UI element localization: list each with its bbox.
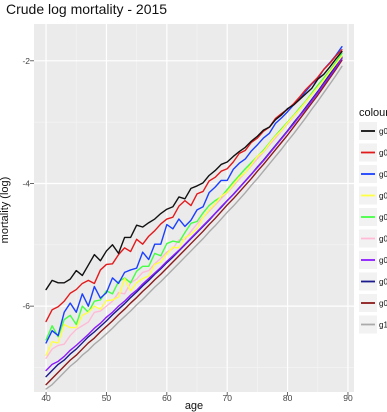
series-line-g04 <box>45 55 343 356</box>
series-line-g01 <box>45 50 343 291</box>
legend-label-g03: g03 <box>379 170 387 179</box>
series-layer <box>45 45 343 390</box>
x-axis-label: age <box>185 400 203 412</box>
x-tick-label: 90 <box>343 393 353 403</box>
legend-title: colour <box>359 107 387 119</box>
y-tick-label: -2 <box>22 56 30 66</box>
x-tick-label: 80 <box>283 393 293 403</box>
y-tick-label: -4 <box>22 178 30 188</box>
series-line-g02 <box>45 49 343 323</box>
series-line-g10 <box>45 65 343 390</box>
legend-label-g10: g10 <box>379 321 387 330</box>
legend: colour g01 g02 g03 g04 g05 g06 g07 g08 g09 g10 <box>359 107 387 334</box>
legend-label-g08: g08 <box>379 278 387 287</box>
x-tick-label: 40 <box>41 393 51 403</box>
x-tick-label: 70 <box>222 393 232 403</box>
chart-title: Crude log mortality - 2015 <box>6 1 167 17</box>
plot-background <box>34 24 354 392</box>
legend-label-g04: g04 <box>379 192 387 201</box>
legend-label-g01: g01 <box>379 127 387 136</box>
grid-layer <box>34 24 354 392</box>
y-tick-label: -6 <box>22 301 30 311</box>
y-axis-label: mortality (log) <box>0 177 11 244</box>
legend-label-g07: g07 <box>379 256 387 265</box>
tick-layer: 40 50 60 70 80 90 -6 -4 -2 <box>22 56 353 403</box>
legend-label-g09: g09 <box>379 299 387 308</box>
series-line-g09 <box>45 59 343 386</box>
legend-label-g05: g05 <box>379 213 387 222</box>
x-tick-label: 50 <box>102 393 112 403</box>
series-line-g07 <box>45 57 343 372</box>
legend-label-g02: g02 <box>379 149 387 158</box>
x-tick-label: 60 <box>162 393 172 403</box>
legend-label-g06: g06 <box>379 235 387 244</box>
